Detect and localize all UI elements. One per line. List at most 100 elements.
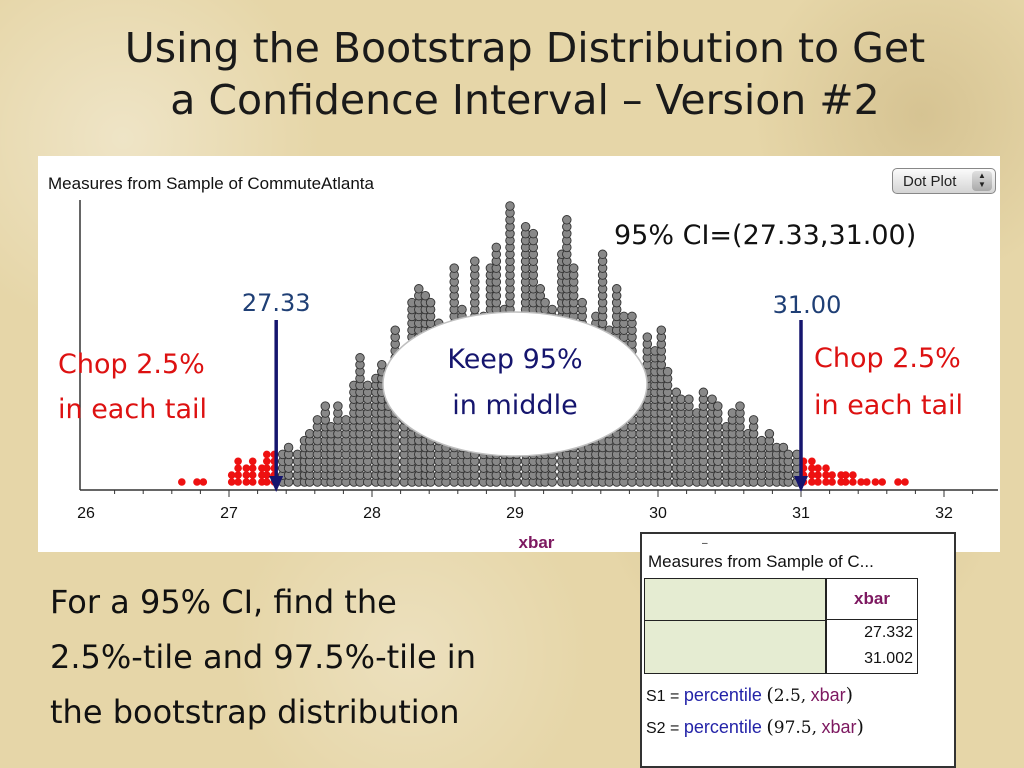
middle-dot [547,304,557,315]
middle-dot [684,394,694,404]
summary-divider [644,620,826,621]
formula-close-paren: ) [856,716,864,738]
tail-dot [857,478,865,486]
formula-open-paren: ( [766,684,774,706]
middle-dot [528,228,539,239]
right-tail-label-line2: in each tail [814,390,963,421]
x-tick-label: 27 [220,505,238,522]
tail-dot [871,478,880,486]
keep-middle-text-line1: Keep 95% [447,344,582,375]
keep-middle-ellipse [382,311,648,457]
tail-dot [863,478,871,486]
middle-dot [535,284,546,294]
caption-line-3: the bootstrap distribution [50,693,460,731]
tail-dot [263,478,271,486]
tail-dot [242,471,251,479]
tail-dot [263,464,271,473]
tail-dot [242,464,251,473]
tail-dot [814,478,822,486]
formula-equals: = [670,720,680,737]
caption-text: For a 95% CI, find the 2.5%-tile and 97.… [50,575,570,740]
middle-dot [355,353,365,363]
tail-dot [822,478,830,486]
middle-dot [662,366,673,377]
keep-middle-text-line2: in middle [452,390,577,421]
plot-type-label: Dot Plot [903,173,957,190]
middle-dot [283,442,294,453]
middle-dot [748,415,759,425]
tail-dot [814,464,822,473]
middle-dot [778,442,789,453]
middle-dot [362,380,373,391]
middle-dot [377,359,387,370]
tail-dot [841,471,850,479]
middle-dot [457,304,467,315]
summary-column-header[interactable]: xbar [826,578,918,620]
dot-plot-graph[interactable]: 26 27 28 29 30 31 32 xbar Keep 95% in middle 27.33… [38,156,1000,552]
summary-label-cell [644,578,826,674]
middle-dot [764,428,775,439]
up-down-arrows-icon[interactable]: ▲ ▼ [972,171,992,191]
tail-dot [234,464,242,473]
tail-dot [841,478,850,486]
tail-dot [242,478,251,486]
tail-dot [828,471,836,479]
tail-dot [234,471,242,479]
x-tick-label: 29 [506,505,524,522]
middle-dot [425,297,436,308]
middle-dot [713,401,723,411]
formula-row-s1[interactable]: S1 = percentile (2.5, xbar) [646,684,853,706]
tail-dot [849,478,857,486]
middle-dot [312,415,323,425]
summary-value-s2: 31.002 [864,650,913,667]
x-axis-label: xbar [518,533,554,552]
middle-dot [491,242,502,253]
lower-cutoff-arrow-head [269,476,284,492]
dot-plot-svg: 26 27 28 29 30 31 32 xbar Keep 95% in middle 27.33… [58,200,998,552]
formula-row-s2[interactable]: S2 = percentile (97.5, xbar) [646,716,864,738]
tail-dot [248,478,257,486]
caption-line-2: 2.5%-tile and 97.5%-tile in [50,638,476,676]
tail-dot [808,457,816,466]
middle-dot [611,284,622,294]
tail-dot [227,471,236,479]
tail-dot [822,471,830,479]
summary-value-s1: 27.332 [864,624,913,641]
middle-dot [707,394,717,404]
x-tick-label: 28 [363,505,381,522]
tail-dot [808,464,816,473]
tail-dot [199,478,208,486]
tail-dot [248,464,257,473]
tail-dot [193,478,201,486]
summary-table[interactable]: – Measures from Sample of C... xbar 27.3… [640,532,956,768]
x-tick-label: 26 [77,505,95,522]
formula-attribute: xbar [810,685,846,705]
left-tail-label-line2: in each tail [58,394,207,425]
middle-dot [597,249,608,260]
tail-dot [894,478,902,486]
left-tail-label-line1: Chop 2.5% [58,349,205,380]
middle-dot [333,401,343,411]
plot-type-select[interactable]: Dot Plot ▲ ▼ [892,168,996,194]
title-line-2: a Confidence Interval – Version #2 [170,76,880,124]
formula-name: S2 [646,720,666,737]
middle-dot [470,256,480,266]
tail-dot [227,478,236,486]
slide-title: Using the Bootstrap Distribution to Get … [40,22,1010,126]
middle-dot [577,297,587,308]
tail-dot [263,471,271,479]
formula-equals: = [670,688,680,705]
tail-dot [234,478,242,486]
summary-title: Measures from Sample of C... [648,552,874,571]
middle-dot [656,325,667,335]
middle-dot [619,311,629,322]
tail-dot [822,464,830,473]
middle-dot [420,290,431,301]
middle-dot [520,221,531,232]
summary-top-stub: – [702,538,708,549]
upper-cutoff-arrow-head [794,476,808,492]
formula-argument: 2.5, [773,686,807,706]
x-tick-label: 31 [792,505,810,522]
formula-function: percentile [683,717,762,737]
tail-dot [828,478,836,486]
